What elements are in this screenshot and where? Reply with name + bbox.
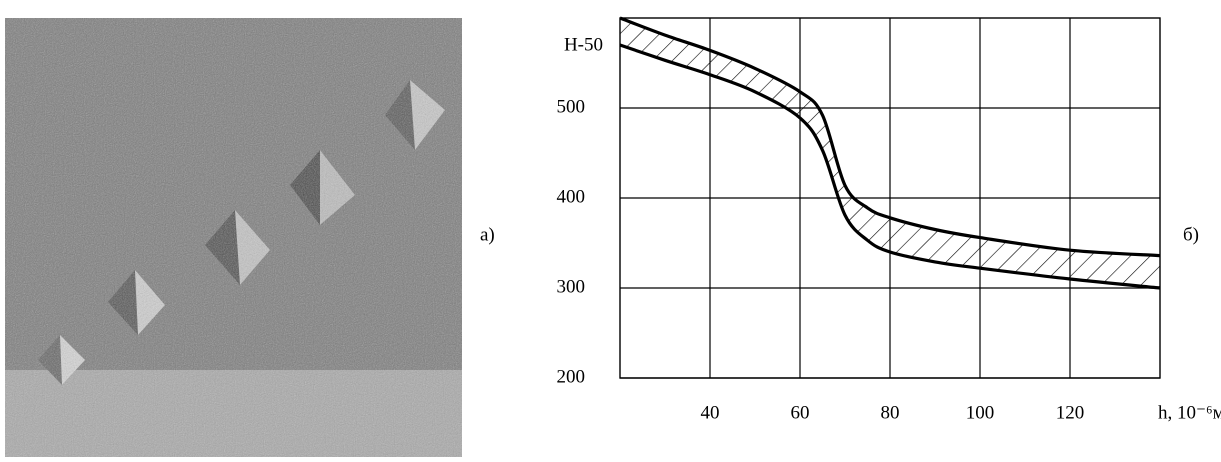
- y-tick-label: 300: [557, 276, 586, 297]
- x-tick-label: 100: [966, 402, 995, 423]
- x-axis-label: h, 10⁻⁶м: [1158, 402, 1221, 423]
- plot: 40 60 80 100 120 200 300 400 500: [557, 18, 1161, 423]
- x-tick-label: 40: [701, 402, 720, 423]
- x-tick-label: 120: [1056, 402, 1085, 423]
- y-axis-label: H-50: [564, 34, 603, 55]
- x-tick-label: 80: [881, 402, 900, 423]
- micrograph: [5, 18, 462, 457]
- panel-label: а): [480, 224, 495, 245]
- y-tick-label: 500: [557, 96, 586, 117]
- figure: а) б) H-50 h, 10⁻⁶м 40608010012020030040…: [0, 0, 1221, 457]
- panel-label: б): [1183, 224, 1199, 245]
- y-tick-label: 400: [557, 186, 586, 207]
- x-tick-label: 60: [791, 402, 810, 423]
- y-tick-label: 200: [557, 366, 586, 387]
